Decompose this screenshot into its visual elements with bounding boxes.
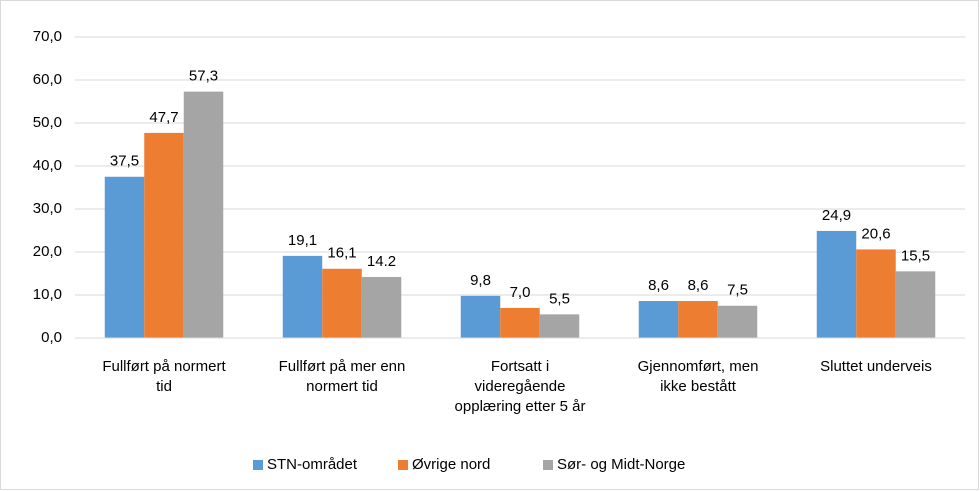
legend-label: Sør- og Midt-Norge [557, 456, 685, 473]
x-tick-label: Sluttet underveis [820, 358, 932, 375]
x-tick-label: Fullført på mer enn [279, 358, 406, 375]
data-label: 19,1 [288, 232, 317, 249]
x-tick-label: ikke bestått [660, 378, 737, 395]
x-tick-label: videregående [475, 378, 566, 395]
y-tick-label: 10,0 [33, 286, 62, 303]
data-label: 15,5 [901, 247, 930, 264]
y-tick-label: 30,0 [33, 200, 62, 217]
bar [539, 314, 580, 338]
bar [104, 176, 145, 338]
bar [856, 249, 896, 338]
bar [717, 305, 758, 338]
legend-label: STN-området [267, 456, 358, 473]
data-label: 37,5 [110, 153, 139, 170]
data-label: 9,8 [470, 272, 491, 289]
legend-swatch [253, 460, 263, 470]
data-label: 57,3 [189, 68, 218, 85]
bar [183, 91, 224, 338]
data-label: 24,9 [822, 207, 851, 224]
bar [460, 295, 501, 338]
bar [361, 276, 402, 338]
data-label: 5,5 [549, 290, 570, 307]
y-tick-label: 70,0 [33, 28, 62, 45]
bar [895, 271, 936, 338]
x-tick-label: opplæring etter 5 år [455, 398, 586, 415]
y-tick-label: 60,0 [33, 71, 62, 88]
x-tick-label: Fullført på normert [102, 358, 226, 375]
bar [282, 255, 323, 338]
bar [322, 268, 362, 338]
x-tick-label: normert tid [306, 378, 378, 395]
y-tick-label: 50,0 [33, 114, 62, 131]
data-label: 7,5 [727, 282, 748, 299]
y-tick-label: 0,0 [41, 329, 62, 346]
data-label: 47,7 [149, 109, 178, 126]
legend-swatch [398, 460, 408, 470]
x-tick-label: tid [156, 378, 172, 395]
data-label: 14.2 [367, 253, 396, 270]
bar [816, 230, 857, 338]
data-label: 7,0 [510, 284, 531, 301]
data-label: 8,6 [688, 277, 709, 294]
bar [144, 132, 184, 338]
bar [500, 307, 540, 338]
bar [638, 301, 679, 338]
x-tick-label: Gjennomført, men [638, 358, 759, 375]
legend-label: Øvrige nord [412, 456, 490, 473]
y-tick-label: 40,0 [33, 157, 62, 174]
y-tick-label: 20,0 [33, 243, 62, 260]
bar [678, 301, 718, 338]
legend-swatch [543, 460, 553, 470]
x-tick-label: Fortsatt i [491, 358, 549, 375]
data-label: 20,6 [861, 225, 890, 242]
data-label: 16,1 [327, 245, 356, 262]
data-label: 8,6 [648, 277, 669, 294]
